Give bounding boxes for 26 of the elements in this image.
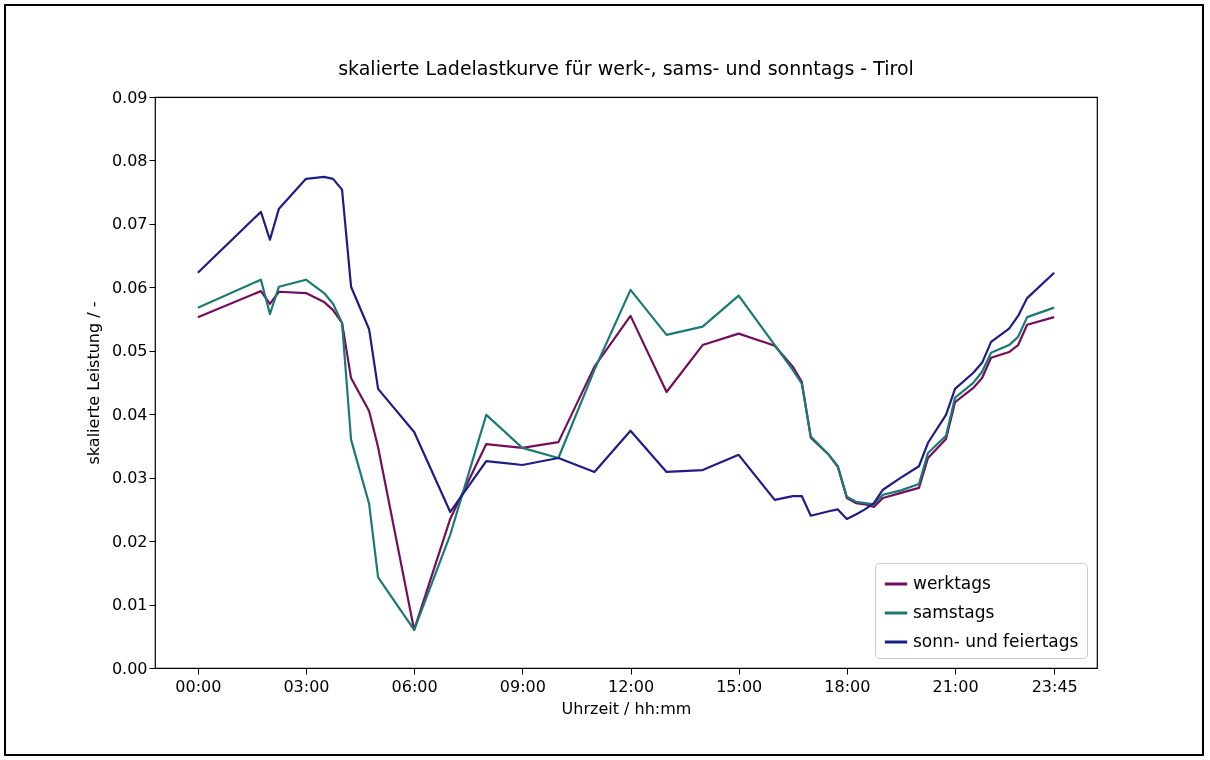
x-tick-label: 06:00 [391,676,438,696]
y-tick-label: 0.06 [111,277,148,297]
chart-title: skalierte Ladelastkurve für werk-, sams- und sonntags - Tirol [338,57,914,79]
x-tick-label: 12:00 [607,676,655,696]
y-tick-label: 0.00 [111,658,148,678]
y-tick-label: 0.07 [111,214,148,234]
x-tick-label: 23:45 [1031,676,1078,696]
y-tick-label: 0.08 [111,150,148,170]
y-axis-title: skalierte Leistung / - [83,301,103,465]
x-tick-label: 03:00 [283,676,330,696]
x-tick-label: 00:00 [175,676,222,696]
y-tick-label: 0.02 [111,531,148,551]
legend-label: werktags [913,573,992,593]
line-series [196,175,1056,521]
x-axis-title: Uhrzeit / hh:mm [561,698,692,718]
y-tick-label: 0.09 [111,87,148,107]
x-tick-label: 18:00 [824,676,871,696]
y-tick-label: 0.05 [111,341,148,361]
y-tick-label: 0.04 [111,404,148,424]
legend-label: sonn- und feiertags [913,631,1079,651]
legend-label: samstags [913,602,995,622]
x-tick-label: 15:00 [716,676,763,696]
x-tick-label: 09:00 [499,676,546,696]
y-tick-label: 0.03 [111,468,148,488]
y-tick-label: 0.01 [111,595,148,615]
x-tick-label: 21:00 [932,676,979,696]
